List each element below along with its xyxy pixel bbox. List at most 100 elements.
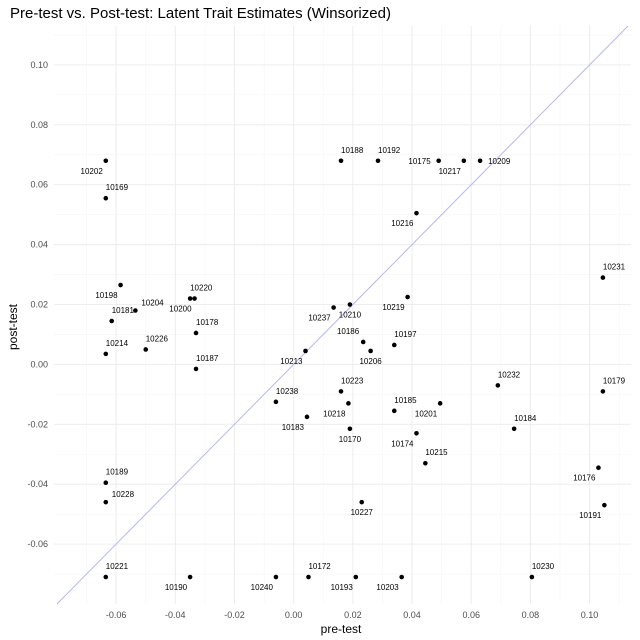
- y-tick-label: 0.02: [30, 300, 48, 310]
- point-label: 10206: [359, 357, 382, 366]
- point-label: 10210: [339, 311, 362, 320]
- data-point: [495, 383, 501, 388]
- y-tick-label: 0.06: [30, 180, 48, 190]
- data-point: [193, 330, 199, 336]
- point-label: 10201: [415, 409, 438, 418]
- point-label: 10216: [391, 219, 414, 228]
- point-label: 10217: [439, 167, 462, 176]
- data-point: [103, 351, 109, 357]
- point-label: 10191: [579, 511, 602, 520]
- point-label: 10228: [112, 490, 135, 499]
- point-label: 10209: [488, 157, 511, 166]
- point-label: 10226: [146, 334, 169, 343]
- x-tick-label: 0.02: [344, 610, 362, 620]
- x-axis-title: pre-test: [321, 622, 362, 636]
- data-point: [461, 158, 467, 164]
- data-point: [133, 308, 138, 313]
- data-point: [602, 502, 607, 508]
- point-label: 10188: [341, 146, 364, 155]
- point-label: 10170: [339, 435, 362, 444]
- point-label: 10181: [112, 306, 135, 315]
- data-point: [437, 401, 443, 406]
- data-point: [511, 426, 517, 432]
- data-point: [192, 296, 197, 301]
- data-point: [303, 348, 308, 354]
- data-point: [414, 210, 419, 216]
- data-point: [187, 574, 193, 580]
- data-point: [436, 158, 441, 164]
- data-point: [399, 574, 404, 580]
- x-tick-label: -0.04: [165, 610, 186, 620]
- y-axis-ticks: -0.06 -0.04 -0.02 0.00 0.02 0.04 0.06 0.08 0.10: [27, 60, 48, 549]
- point-label: 10190: [165, 583, 188, 592]
- data-point: [347, 302, 353, 307]
- y-tick-label: 0.00: [30, 359, 48, 369]
- point-label: 10198: [95, 291, 118, 300]
- point-label: 10185: [394, 396, 417, 405]
- data-point: [405, 294, 410, 300]
- point-label: 10184: [514, 414, 537, 423]
- point-label: 10197: [394, 330, 417, 339]
- identity-line: [56, 25, 629, 605]
- point-label: 10178: [196, 318, 219, 327]
- x-tick-label: 0.08: [522, 610, 540, 620]
- point-label: 10176: [573, 474, 596, 483]
- data-point: [596, 465, 601, 471]
- y-tick-label: -0.02: [27, 419, 48, 429]
- point-label: 10169: [106, 183, 129, 192]
- data-point: [304, 414, 310, 420]
- data-point: [423, 460, 428, 466]
- point-label: 10223: [341, 376, 364, 385]
- data-point: [375, 158, 381, 164]
- data-point: [187, 296, 193, 301]
- point-label: 10187: [196, 354, 219, 363]
- x-tick-label: 0.06: [462, 610, 480, 620]
- data-point: [391, 408, 397, 414]
- point-label: 10174: [391, 439, 414, 448]
- data-point: [118, 282, 123, 288]
- data-point: [103, 480, 109, 486]
- point-label: 10189: [106, 468, 129, 477]
- point-label: 10204: [141, 299, 164, 308]
- data-point: [347, 426, 353, 432]
- point-label: 10193: [331, 583, 354, 592]
- point-label: 10219: [382, 303, 405, 312]
- point-label: 10237: [308, 314, 331, 323]
- point-label: 10238: [276, 387, 299, 396]
- x-tick-label: 0.10: [581, 610, 599, 620]
- point-label: 10231: [603, 263, 626, 272]
- grid: [54, 26, 631, 604]
- x-axis-ticks: -0.06 -0.04 -0.02 0.00 0.02 0.04 0.06 0.08 0.10: [106, 610, 598, 620]
- point-label: 10192: [378, 146, 401, 155]
- x-tick-label: 0.04: [403, 610, 421, 620]
- data-point: [529, 574, 535, 580]
- chart-title: Pre-test vs. Post-test: Latent Trait Est…: [10, 5, 391, 22]
- data-point: [103, 499, 109, 505]
- data-point: [273, 399, 279, 405]
- point-label: 10232: [498, 370, 521, 379]
- data-point: [368, 348, 373, 354]
- data-point: [109, 318, 114, 324]
- point-label: 10230: [532, 562, 555, 571]
- data-point: [103, 195, 109, 201]
- point-label: 10203: [376, 583, 399, 592]
- data-point: [273, 574, 279, 580]
- data-point: [193, 366, 199, 372]
- point-label: 10202: [81, 167, 104, 176]
- data-point: [143, 347, 149, 352]
- point-label: 10221: [106, 562, 129, 571]
- data-point: [103, 574, 109, 580]
- point-label: 10227: [351, 508, 374, 517]
- data-point: [103, 158, 109, 164]
- y-tick-label: 0.04: [30, 240, 48, 250]
- data-point: [338, 389, 344, 394]
- x-tick-label: 0.00: [285, 610, 303, 620]
- point-label: 10172: [308, 562, 331, 571]
- point-label: 10175: [408, 157, 431, 166]
- data-points: [103, 158, 607, 580]
- point-label: 10213: [280, 357, 303, 366]
- x-tick-label: -0.06: [106, 610, 127, 620]
- data-point: [600, 275, 606, 280]
